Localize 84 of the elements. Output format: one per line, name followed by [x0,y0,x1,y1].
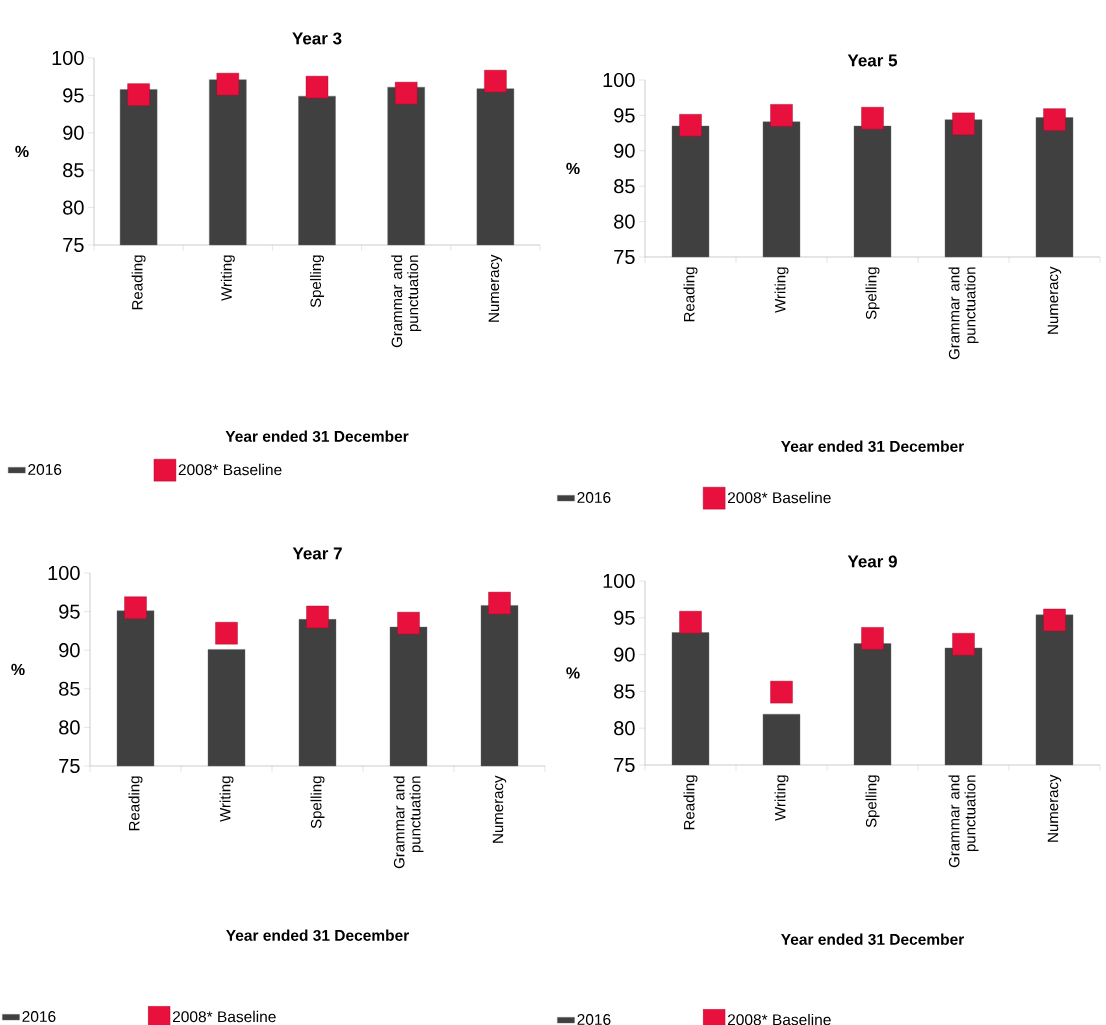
point [124,596,147,619]
point [679,114,702,137]
y-tick-label: 75 [63,238,84,252]
y-tick-label: 100 [603,72,635,88]
x-tick-label: Reading [131,255,146,310]
point [952,633,975,656]
y-tick-label: 95 [63,88,84,103]
y-tick-label: 95 [59,604,80,619]
point [770,680,793,704]
x-tick-label: Writing [774,267,789,313]
y-tick-label: 90 [63,125,84,140]
y-tick-label: 85 [614,179,635,194]
point [488,591,511,615]
legend-label: 2008* Baseline [727,1013,831,1025]
x-tick-label: Numeracy [1047,774,1062,842]
y-axis-title: % [15,145,29,158]
y-tick-label: 75 [59,759,80,773]
y-tick-label: 100 [48,565,80,581]
point [484,69,507,93]
y-tick-label: 100 [52,50,84,66]
point [397,611,420,635]
point [770,104,793,127]
point [306,605,329,629]
x-tick-label: Grammar and punctuation [391,255,422,348]
x-tick-label: Grammar and punctuation [948,775,979,868]
point [305,75,329,99]
y-tick-label: 80 [614,214,635,229]
y-tick-label: 80 [59,720,80,735]
x-tick-label: Grammar and punctuation [393,776,424,869]
x-tick-label: Spelling [310,776,325,829]
y-tick-label: 75 [614,250,635,264]
x-axis-title: Year ended 31 December [226,929,409,941]
point [216,72,240,96]
legend-label: 2016 [22,1011,56,1022]
y-tick-label: 90 [614,143,635,158]
point [861,107,884,130]
x-tick-label: Writing [774,775,789,821]
point [861,627,884,650]
point [395,81,418,105]
y-tick-label: 80 [63,200,84,215]
legend-label: 2016 [28,464,62,475]
point [1043,108,1066,131]
x-axis-title: Year ended 31 December [781,440,964,452]
x-axis-title: Year ended 31 December [781,933,964,945]
x-tick-label: Spelling [865,267,880,320]
legend-label: 2008* Baseline [172,1010,276,1023]
y-tick-label: 90 [614,647,635,662]
legend-label: 2016 [577,1014,611,1025]
x-axis-title: Year ended 31 December [225,430,409,442]
x-tick-label: Writing [219,776,234,822]
x-tick-label: Spelling [310,255,324,308]
y-tick-label: 85 [59,681,80,696]
chart-title: Year 9 [847,555,897,568]
y-tick-label: 85 [63,163,84,178]
x-tick-label: Numeracy [488,254,503,322]
y-axis-title: % [11,663,25,676]
y-tick-label: 85 [614,684,635,699]
chart-title: Year 3 [292,32,342,45]
x-tick-label: Numeracy [492,775,507,843]
chart-title: Year 7 [292,547,342,560]
point [952,112,975,136]
y-axis-title: % [566,667,580,679]
point [679,611,702,634]
x-tick-label: Numeracy [1047,266,1062,334]
point [1043,608,1066,632]
y-tick-label: 90 [59,643,80,658]
x-tick-label: Grammar and punctuation [948,267,979,360]
x-tick-label: Reading [683,775,698,830]
y-tick-label: 95 [614,108,635,123]
chart-title: Year 5 [847,54,898,67]
legend-label: 2016 [577,492,611,503]
legend-label: 2008* Baseline [178,463,282,476]
y-tick-label: 75 [614,758,635,772]
y-tick-label: 100 [603,573,635,589]
y-tick-label: 80 [614,721,635,736]
point [215,622,238,645]
y-tick-label: 95 [614,610,635,625]
x-tick-label: Reading [683,267,698,322]
point [127,83,150,106]
y-axis-title: % [566,162,580,175]
x-tick-label: Writing [220,255,235,301]
legend-label: 2008* Baseline [727,491,831,504]
x-tick-label: Spelling [865,775,880,828]
x-tick-label: Reading [128,776,143,831]
